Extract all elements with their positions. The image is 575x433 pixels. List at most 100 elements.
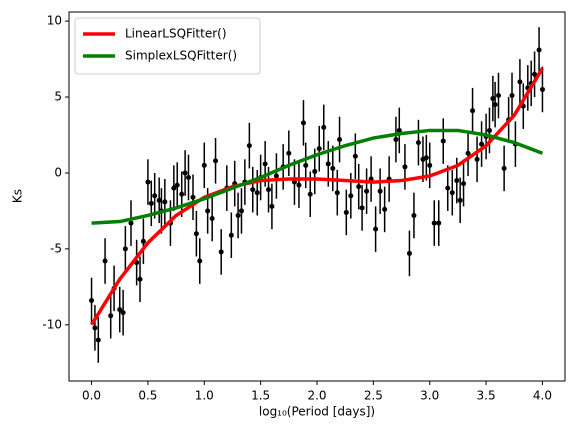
- data-point: [102, 258, 108, 264]
- data-point: [436, 220, 442, 226]
- x-tick-label: 3.0: [420, 389, 439, 403]
- data-point: [449, 190, 455, 196]
- data-point: [201, 162, 207, 168]
- data-point: [492, 102, 498, 108]
- x-tick-label: 0.0: [82, 389, 101, 403]
- data-point: [536, 47, 542, 53]
- y-tick-label: -10: [42, 317, 62, 331]
- x-tick-label: 2.0: [307, 389, 326, 403]
- data-point: [334, 190, 340, 196]
- data-point: [235, 212, 241, 218]
- data-point: [402, 164, 408, 170]
- data-point: [539, 86, 545, 92]
- data-point: [486, 127, 492, 133]
- data-point: [185, 175, 191, 181]
- data-point: [393, 137, 399, 143]
- data-point: [415, 140, 421, 146]
- data-point: [461, 181, 467, 187]
- data-point: [156, 197, 162, 203]
- data-point: [254, 190, 260, 196]
- legend-box: [74, 17, 261, 75]
- data-point: [501, 165, 507, 171]
- data-point: [213, 158, 219, 164]
- data-point: [307, 191, 313, 197]
- data-point: [440, 138, 446, 144]
- data-point: [174, 182, 180, 188]
- data-point: [291, 179, 297, 185]
- axes-frame: [68, 11, 566, 382]
- data-point: [262, 161, 268, 167]
- data-point: [495, 93, 501, 99]
- data-point: [182, 170, 188, 176]
- y-axis-label: Ks: [11, 189, 25, 203]
- data-point: [509, 93, 515, 99]
- x-tick-label: 0.5: [138, 389, 157, 403]
- data-point: [140, 238, 146, 244]
- data-point: [190, 194, 196, 200]
- data-point: [343, 209, 349, 215]
- data-point: [465, 150, 471, 156]
- data-point: [377, 188, 383, 194]
- data-point: [137, 276, 143, 282]
- data-point: [300, 120, 306, 126]
- y-tick-label: 5: [54, 90, 62, 104]
- data-point: [431, 220, 437, 226]
- y-tick-label: 10: [47, 14, 62, 28]
- data-point: [117, 307, 123, 313]
- data-point: [228, 232, 234, 238]
- data-point: [470, 108, 476, 114]
- data-point: [454, 178, 460, 184]
- data-point: [89, 298, 95, 304]
- data-point: [445, 185, 451, 191]
- x-tick-label: 2.5: [364, 389, 383, 403]
- data-point: [122, 246, 128, 252]
- data-point: [411, 212, 417, 218]
- data-point: [348, 193, 354, 199]
- data-point: [266, 187, 272, 193]
- data-point: [250, 187, 256, 193]
- data-point: [321, 124, 327, 130]
- data-point: [406, 250, 412, 256]
- data-point: [209, 216, 215, 222]
- data-point: [396, 127, 402, 133]
- x-axis-label: log₁₀(Period [days]): [259, 405, 375, 419]
- data-point: [197, 258, 203, 264]
- data-point: [352, 153, 358, 159]
- data-point: [532, 71, 538, 77]
- x-tick-label: 1.5: [251, 389, 270, 403]
- data-point: [205, 208, 211, 214]
- data-point: [152, 193, 158, 199]
- legend-label: LinearLSQFitter(): [125, 27, 227, 41]
- data-point: [479, 141, 485, 147]
- y-tick-label: 0: [54, 165, 62, 179]
- data-point: [359, 205, 365, 211]
- data-point: [312, 168, 318, 174]
- data-point: [303, 162, 309, 168]
- data-point: [356, 184, 362, 190]
- data-point: [193, 231, 199, 237]
- data-point: [273, 173, 279, 179]
- data-point: [162, 199, 168, 205]
- data-point: [457, 197, 463, 203]
- data-point: [517, 79, 523, 85]
- fit-line: [91, 128, 544, 225]
- x-tick-label: 4.0: [533, 389, 552, 403]
- data-point: [128, 220, 134, 226]
- data-point: [95, 337, 101, 343]
- data-point: [337, 137, 343, 143]
- data-point: [364, 188, 370, 194]
- data-point: [238, 208, 244, 214]
- data-point: [382, 206, 388, 212]
- data-point: [148, 200, 154, 206]
- x-tick-label: 1.0: [195, 389, 214, 403]
- data-point: [316, 146, 322, 152]
- x-tick-label: 3.5: [477, 389, 496, 403]
- data-point: [108, 313, 114, 319]
- fit-line: [90, 67, 544, 326]
- data-point: [325, 161, 331, 167]
- data-point: [490, 96, 496, 102]
- data-point: [145, 179, 151, 185]
- data-point: [330, 165, 336, 171]
- data-point: [120, 310, 126, 316]
